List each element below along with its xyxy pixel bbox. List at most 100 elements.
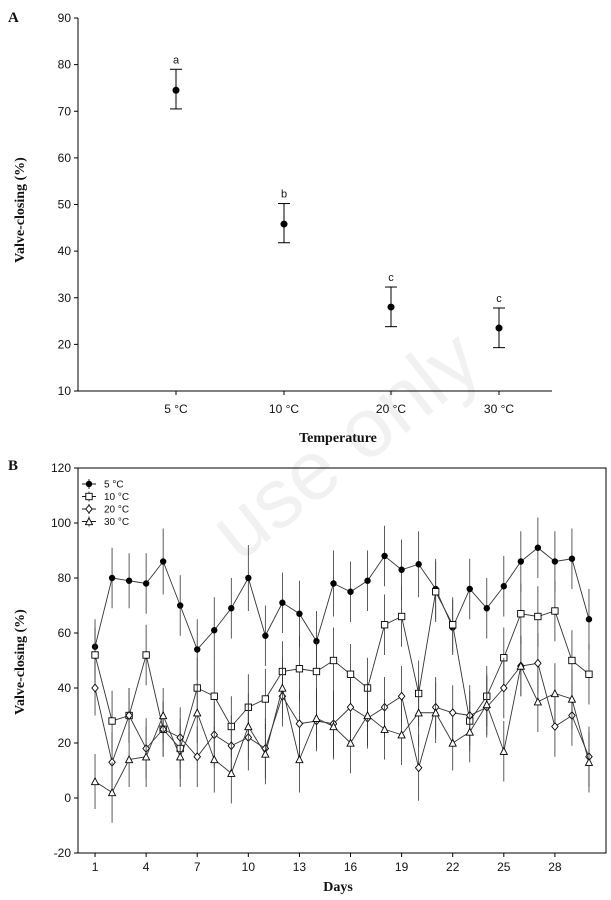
panel-b-data-point bbox=[141, 752, 151, 761]
panel-b-series-line bbox=[94, 662, 590, 770]
panel-a-y-tick-label: 20 bbox=[58, 337, 72, 351]
panel-b-chart: B -20 0 20 40 60 80 100 120 1 4 7 10 13 16 19 22 25 28 5 … bbox=[8, 458, 607, 895]
panel-a-data-point bbox=[172, 86, 180, 94]
panel-b-y-label: Valve-closing (%) bbox=[13, 609, 28, 715]
panel-b-data-point bbox=[91, 683, 99, 693]
panel-b-data-point bbox=[261, 695, 270, 703]
panel-b-data-point bbox=[125, 577, 133, 584]
panel-b-data-point bbox=[381, 552, 388, 560]
panel-b-data-point bbox=[108, 574, 116, 582]
panel-b-series-line bbox=[94, 664, 590, 794]
panel-b-data-point bbox=[364, 577, 371, 584]
panel-a-x-tick-label: 30 °C bbox=[484, 402, 514, 416]
panel-b-legend-marker bbox=[85, 480, 93, 488]
panel-a-significance-letter: a bbox=[173, 54, 180, 66]
panel-b-data-point bbox=[346, 702, 355, 712]
panel-b-data-point bbox=[262, 632, 269, 639]
panel-b-data-point bbox=[533, 697, 543, 706]
panel-b-series-4 bbox=[90, 635, 594, 823]
panel-b-y-tick-label: -20 bbox=[54, 846, 72, 860]
panel-a-y-tick-label: 60 bbox=[58, 151, 72, 165]
panel-b-legend-label: 5 °C bbox=[104, 480, 124, 491]
panel-b-data-point bbox=[567, 694, 577, 703]
panel-b-data-point bbox=[431, 708, 440, 717]
panel-b-data-point bbox=[380, 724, 389, 733]
panel-b-x-tick-label: 4 bbox=[143, 860, 150, 874]
panel-b-legend: 5 °C10 °C 20 °C30 °C bbox=[82, 479, 129, 528]
panel-a-significance-letter: b bbox=[281, 189, 287, 201]
panel-a-y-tick-label: 70 bbox=[58, 104, 72, 118]
panel-b-data-point bbox=[449, 621, 457, 629]
panel-a-x-tick-label: 20 °C bbox=[376, 402, 406, 416]
panel-b-data-point bbox=[210, 754, 219, 764]
panel-b-data-point bbox=[432, 588, 440, 596]
panel-a-y-tick-label: 10 bbox=[58, 384, 72, 398]
panel-b-data-point bbox=[414, 708, 423, 717]
panel-b-data-point bbox=[584, 757, 594, 766]
panel-b-data-point bbox=[550, 688, 560, 698]
panel-b-data-point bbox=[261, 749, 270, 758]
panel-a-significance-letter: c bbox=[496, 293, 502, 305]
panel-b-data-point bbox=[124, 754, 134, 764]
panel-b-series-line bbox=[94, 547, 590, 651]
panel-b-data-point bbox=[158, 710, 168, 720]
panel-b-legend-label: 10 °C bbox=[104, 492, 129, 503]
panel-a-x-label: Temperature bbox=[299, 431, 377, 446]
panel-b-data-point bbox=[107, 787, 117, 797]
panel-b-data-point bbox=[414, 763, 423, 773]
panel-b-data-point bbox=[466, 585, 473, 593]
panel-b-y-tick-label: 20 bbox=[58, 736, 72, 750]
panel-b-x-label: Days bbox=[323, 880, 353, 895]
panel-b-data-point bbox=[516, 661, 526, 670]
panel-b-data-point bbox=[159, 558, 167, 565]
panel-a-x-tick-label: 5 °C bbox=[164, 402, 188, 416]
panel-b-x-tick-label: 13 bbox=[293, 860, 307, 874]
panel-b-data-point bbox=[245, 574, 252, 582]
panel-b-data-point bbox=[551, 558, 559, 565]
panel-a-label: A bbox=[8, 10, 19, 26]
panel-a-y-tick-label: 80 bbox=[58, 58, 72, 72]
panel-b-data-point bbox=[363, 710, 372, 720]
panel-b-data-point bbox=[227, 768, 236, 777]
panel-b-data-point bbox=[398, 566, 405, 573]
panel-b-data-point bbox=[142, 651, 150, 659]
panel-b-data-point bbox=[585, 616, 593, 623]
panel-b-data-point bbox=[279, 599, 286, 606]
panel-b-data-point bbox=[329, 656, 338, 665]
panel-a-data-point bbox=[495, 324, 503, 332]
panel-b-data-point bbox=[551, 607, 559, 615]
panel-a-data-point bbox=[280, 220, 288, 228]
panel-b-data-point bbox=[482, 699, 492, 709]
panel-b-data-point bbox=[465, 727, 474, 736]
panel-b-data-point bbox=[278, 683, 287, 692]
panel-b-data-point bbox=[295, 719, 304, 729]
panel-b-data-point bbox=[534, 544, 542, 551]
panel-b-data-point bbox=[346, 738, 355, 747]
panel-b-data-point bbox=[193, 752, 202, 762]
panel-b-x-tick-label: 28 bbox=[548, 860, 562, 874]
panel-b-data-point bbox=[347, 588, 354, 595]
panel-b-data-point bbox=[125, 711, 133, 720]
panel-b-data-point bbox=[380, 621, 389, 629]
panel-b-y-tick-label: 0 bbox=[64, 791, 71, 805]
panel-b-data-point bbox=[312, 713, 321, 722]
panel-b-data-point bbox=[228, 605, 235, 612]
panel-b-data-point bbox=[211, 627, 218, 634]
panel-b-data-point bbox=[296, 610, 303, 617]
panel-b-legend-marker bbox=[85, 504, 93, 514]
panel-a-y-tick-label: 40 bbox=[58, 244, 72, 258]
panel-b-label: B bbox=[8, 458, 18, 474]
panel-b-legend-label: 30 °C bbox=[104, 517, 129, 528]
panel-b-x-tick-label: 16 bbox=[344, 860, 358, 874]
panel-b-x-tick-label: 7 bbox=[194, 860, 201, 874]
panel-b-data-point bbox=[534, 612, 542, 621]
panel-b-data-point bbox=[534, 658, 542, 668]
panel-b-x-tick-label: 1 bbox=[92, 860, 99, 874]
panel-b-data-point bbox=[499, 746, 509, 755]
panel-b-data-point bbox=[346, 670, 355, 678]
panel-a-y-tick-label: 90 bbox=[58, 11, 72, 25]
panel-b-data-point bbox=[192, 708, 202, 717]
panel-b-x-tick-label: 19 bbox=[395, 860, 409, 874]
panel-b-data-point bbox=[295, 665, 304, 673]
